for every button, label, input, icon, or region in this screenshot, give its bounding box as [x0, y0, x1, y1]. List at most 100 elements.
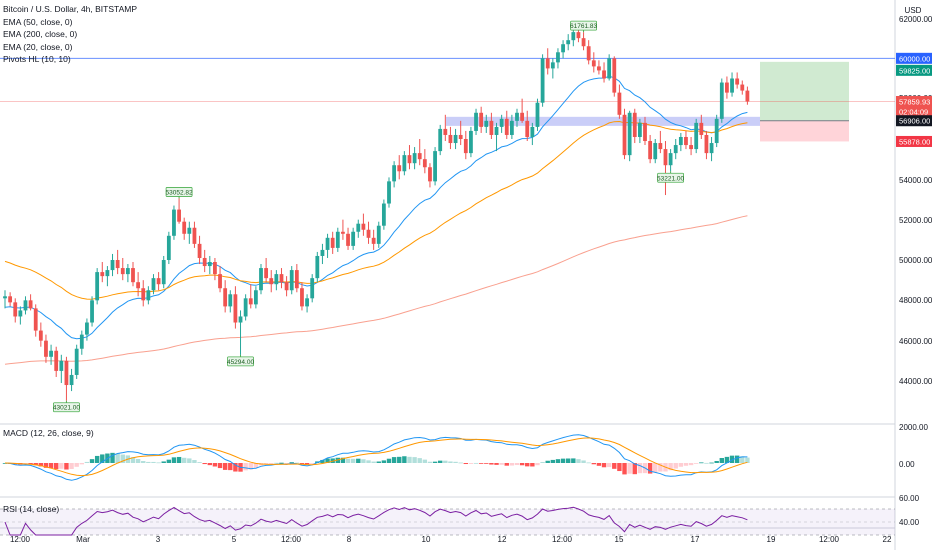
macd-histogram-bar [678, 463, 684, 467]
candle-body [648, 141, 653, 160]
candle [136, 272, 141, 297]
candle-body [673, 145, 678, 154]
candle [100, 262, 105, 283]
rsi-legend[interactable]: RSI (14, close) [3, 504, 60, 514]
candle-body [704, 134, 709, 154]
ema20-line [4, 75, 748, 340]
candle [694, 118, 699, 154]
candle-body [658, 143, 663, 150]
candle-body [59, 360, 64, 371]
candle [330, 231, 335, 254]
candle [238, 310, 243, 355]
macd-histogram-bar [222, 463, 228, 470]
candle [387, 177, 391, 208]
candle [643, 116, 647, 146]
macd-histogram-bar [709, 462, 714, 464]
macd-histogram-bar [110, 452, 115, 463]
candlesticks [3, 22, 750, 401]
price-tag: 02:04:09 [896, 105, 932, 117]
macd-histogram-bar [427, 461, 433, 463]
candle [223, 280, 228, 313]
candle-body [223, 288, 228, 307]
candle-body [38, 330, 43, 341]
candle-body [259, 268, 263, 291]
support-zone[interactable] [446, 116, 760, 126]
time-tick: 12:00 [819, 535, 840, 544]
candle-body [735, 78, 740, 85]
macd-histogram-bar [668, 463, 673, 471]
macd-histogram-bar [197, 462, 202, 463]
candle-body [213, 262, 217, 275]
candle [689, 136, 693, 156]
candle [269, 270, 274, 293]
long-position-tool[interactable] [760, 61, 849, 142]
candle-body [525, 120, 530, 137]
candle-body [136, 282, 141, 289]
macd-histogram-bar [166, 459, 172, 463]
grid-lines [0, 0, 896, 550]
candle [392, 161, 397, 188]
candle [228, 290, 233, 313]
macd-histogram-bar [269, 463, 274, 464]
macd-histogram-bar [591, 463, 596, 465]
macd-histogram-bar [284, 463, 289, 464]
macd-histogram-bar [361, 459, 366, 463]
macd-histogram-bar [23, 463, 28, 464]
candle-body [279, 274, 284, 283]
ema50-legend[interactable]: EMA (50, close, 0) [3, 16, 73, 27]
time-tick: 12:00 [10, 535, 31, 544]
candle [545, 48, 550, 75]
macd-histogram-bar [279, 462, 284, 464]
pivot-labels: 61761.83 53052.82 45294.00 53221.00 43021.00 [53, 20, 685, 413]
ema20-legend[interactable]: EMA (20, close, 0) [3, 41, 73, 52]
macd-legend[interactable]: MACD (12, 26, close, 9) [3, 428, 94, 438]
ema50-line [4, 120, 748, 300]
candle-body [28, 300, 33, 309]
candle [479, 106, 484, 133]
macd-histogram-bar [151, 461, 156, 463]
candle [463, 130, 468, 160]
candle [105, 266, 110, 287]
price-tag: 57859.93 [896, 95, 932, 107]
horizontal-lines[interactable] [0, 57, 895, 102]
candle-body [474, 112, 478, 131]
candle [8, 292, 13, 307]
rsi-tick: 40.00 [899, 518, 920, 527]
candle-body [617, 92, 622, 115]
candle [714, 114, 719, 148]
time-tick: 22 [883, 535, 892, 544]
time-axis: 12:00 Mar 3 5 12:00 8 10 12 12:00 15 17 19 12:00 22 [10, 535, 892, 544]
candle-body [346, 233, 350, 246]
macd-histogram-bar [146, 461, 151, 463]
candle-body [18, 310, 23, 317]
macd-histogram-bar [94, 455, 100, 463]
pivot-label: 45294.00 [227, 354, 254, 367]
macd-histogram-bar [632, 463, 637, 475]
macd-histogram-bar [637, 463, 643, 474]
price-tag-bg [896, 115, 932, 127]
candle [335, 227, 340, 252]
candle-body [64, 360, 69, 386]
ema200-legend[interactable]: EMA (200, close, 0) [3, 29, 78, 40]
candle [54, 346, 59, 377]
price-tick: 62000.00 [899, 15, 932, 24]
macd-histogram-bar [745, 457, 750, 463]
candle [438, 124, 443, 156]
symbol-title[interactable]: Bitcoin / U.S. Dollar, 4h, BITSTAMP [3, 4, 137, 14]
candle [668, 149, 673, 172]
candle [300, 282, 304, 311]
pivots-legend[interactable]: Pivots HL (10, 10) [3, 54, 71, 65]
candle-body [387, 181, 391, 204]
candle-body [172, 209, 176, 236]
price-tag-bg [896, 52, 932, 64]
candle-body [586, 46, 591, 61]
candle [294, 264, 299, 293]
macd-histogram-bar [509, 463, 515, 466]
macd-histogram-bar [688, 463, 694, 466]
macd-histogram-bar [381, 460, 387, 463]
candle [658, 130, 663, 154]
pivot-label: 53221.00 [657, 171, 685, 183]
macd-histogram-bar [622, 463, 627, 475]
candle-body [422, 159, 427, 168]
